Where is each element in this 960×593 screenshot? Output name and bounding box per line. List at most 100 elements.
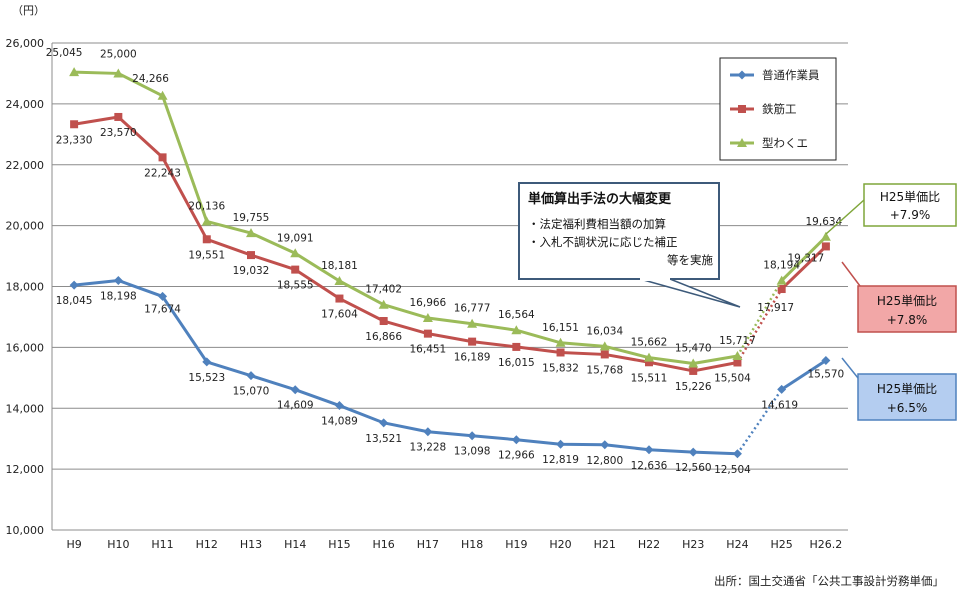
series-dotted-rebar [736, 288, 783, 364]
data-label-worker: 12,966 [498, 450, 535, 462]
point-worker [688, 447, 698, 457]
point-worker [777, 384, 787, 394]
callout-3-line2: +6.5% [887, 401, 928, 415]
x-tick-label: H20 [549, 538, 571, 551]
point-worker [246, 371, 256, 381]
legend-marker-rebar [738, 105, 746, 113]
point-rebar [777, 285, 786, 294]
point-worker [334, 401, 344, 411]
y-tick-label: 14,000 [6, 402, 45, 415]
y-unit-label: （円） [12, 4, 45, 17]
data-label-formwork: 15,470 [675, 343, 712, 355]
point-rebar [291, 265, 300, 274]
data-label-rebar: 15,504 [714, 372, 751, 384]
point-formwork [334, 275, 345, 285]
point-formwork [290, 248, 301, 258]
data-label-rebar: 17,917 [757, 302, 794, 314]
data-label-formwork: 25,045 [46, 47, 83, 59]
data-label-worker: 12,636 [631, 460, 668, 472]
point-formwork [378, 299, 389, 309]
legend-label-formwork: 型わくエ [762, 136, 808, 150]
x-tick-label: H16 [373, 538, 395, 551]
x-tick-label: H12 [196, 538, 218, 551]
note-rect [518, 182, 720, 280]
point-worker [290, 385, 300, 395]
callout-connector-3 [841, 357, 859, 379]
data-label-worker: 15,070 [233, 386, 270, 398]
data-label-worker: 12,504 [714, 464, 751, 476]
data-label-formwork: 16,564 [498, 309, 535, 321]
data-label-rebar: 18,555 [277, 280, 314, 292]
callout-box-3 [857, 373, 957, 421]
legend-marker-worker [737, 70, 747, 80]
point-worker [423, 427, 433, 437]
x-tick-label: H10 [107, 538, 129, 551]
x-tick-label: H24 [726, 538, 748, 551]
legend-label-rebar: 鉄筋工 [762, 102, 797, 116]
point-formwork [555, 337, 566, 347]
y-tick-label: 18,000 [6, 281, 45, 294]
point-rebar [114, 112, 123, 121]
point-formwork [113, 68, 124, 78]
point-formwork [599, 341, 610, 351]
y-tick-label: 22,000 [6, 159, 45, 172]
point-formwork [732, 350, 743, 360]
data-label-worker: 15,570 [808, 368, 845, 380]
point-formwork [422, 312, 433, 322]
x-tick-label: H19 [505, 538, 527, 551]
data-label-formwork: 15,717 [719, 335, 756, 347]
data-label-worker: 12,819 [542, 454, 579, 466]
data-label-formwork: 20,136 [188, 200, 225, 212]
data-label-worker: 14,609 [277, 400, 314, 412]
callout-1-line2: +7.9% [890, 208, 931, 222]
data-label-formwork: 25,000 [100, 48, 137, 60]
point-formwork [69, 67, 80, 77]
data-label-formwork: 15,662 [631, 337, 668, 349]
series-layer [69, 67, 831, 459]
note-line-1: ・法定福利費相当額の加算 [528, 217, 666, 231]
x-tick-label: H15 [328, 538, 350, 551]
point-rebar [468, 337, 477, 346]
note-box: 単価算出手法の大幅変更 ・法定福利費相当額の加算 ・入札不調状況に応じた補正 等… [518, 182, 741, 308]
point-rebar [733, 358, 742, 367]
x-tick-label: H18 [461, 538, 483, 551]
data-label-rebar: 19,551 [188, 249, 225, 261]
data-label-worker: 18,198 [100, 290, 137, 302]
callout-2-line1: H25単価比 [877, 294, 937, 308]
point-worker [644, 445, 654, 455]
data-label-formwork: 16,777 [454, 303, 491, 315]
point-rebar [645, 358, 653, 367]
callout-3-line1: H25単価比 [877, 382, 937, 396]
point-worker [556, 439, 566, 449]
point-rebar [247, 251, 255, 260]
point-rebar [600, 350, 609, 359]
data-label-rebar: 19,317 [788, 252, 825, 264]
note-line-2: ・入札不調状況に応じた補正 [528, 235, 678, 249]
point-worker [202, 357, 212, 367]
point-worker [158, 291, 168, 301]
data-label-worker: 17,674 [144, 303, 181, 315]
callout-2-line2: +7.8% [887, 313, 928, 327]
data-label-worker: 14,619 [761, 399, 798, 411]
point-rebar [512, 342, 521, 351]
x-tick-label: H25 [771, 538, 793, 551]
point-worker [511, 435, 521, 445]
point-rebar [379, 317, 388, 326]
note-title: 単価算出手法の大幅変更 [528, 191, 672, 207]
point-worker [113, 275, 123, 285]
data-label-formwork: 16,151 [542, 322, 579, 334]
callout-1-line1: H25単価比 [880, 190, 940, 204]
data-label-worker: 15,523 [188, 372, 225, 384]
callout-connector-1 [825, 199, 865, 235]
point-formwork [157, 90, 168, 100]
data-label-rebar: 15,832 [542, 362, 579, 374]
point-rebar [202, 235, 211, 244]
x-tick-label: H26.2 [810, 538, 843, 551]
point-rebar [335, 294, 344, 303]
x-tick-label: H9 [66, 538, 81, 551]
data-label-rebar: 16,015 [498, 357, 535, 369]
callout-connector-2 [841, 261, 861, 287]
data-label-worker: 12,560 [675, 462, 712, 474]
data-label-worker: 12,800 [586, 455, 623, 467]
